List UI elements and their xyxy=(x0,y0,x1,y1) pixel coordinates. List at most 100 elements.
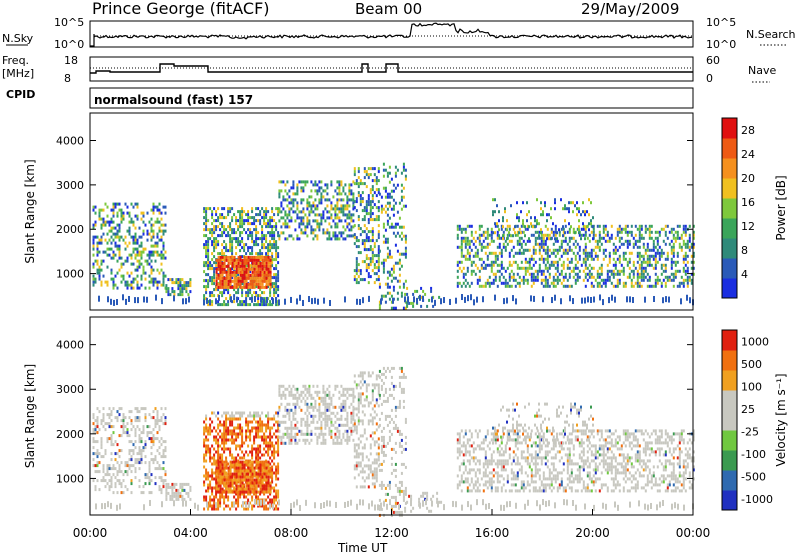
rti-cell xyxy=(332,231,335,235)
rti-cell xyxy=(136,265,139,269)
rti-cell xyxy=(239,447,242,451)
rti-cell xyxy=(158,428,161,432)
rti-cell xyxy=(247,258,250,262)
rti-cell xyxy=(257,273,260,277)
rti-cell xyxy=(164,250,167,254)
rti-cell xyxy=(518,281,521,285)
rti-cell xyxy=(586,225,588,229)
rti-cell xyxy=(128,452,131,456)
rti-cell xyxy=(215,276,218,280)
rti-cell xyxy=(211,252,214,256)
rti-cell xyxy=(556,263,559,267)
rti-cell xyxy=(254,296,256,303)
rti-cell xyxy=(562,227,565,231)
rti-cell xyxy=(392,276,395,280)
rti-cell xyxy=(356,298,358,305)
rti-cell xyxy=(574,266,577,270)
rti-cell xyxy=(512,272,515,276)
rti-cell xyxy=(686,284,689,288)
rti-cell xyxy=(508,231,510,235)
rti-cell xyxy=(348,189,351,193)
rti-cell xyxy=(152,280,155,284)
rti-cell xyxy=(536,198,538,202)
rti-cell xyxy=(124,416,127,420)
rti-cell xyxy=(324,207,327,211)
rti-cell xyxy=(404,279,407,283)
rti-cell xyxy=(158,253,161,257)
rti-cell xyxy=(211,234,214,238)
rti-cell xyxy=(528,260,531,264)
rti-cell xyxy=(554,201,556,205)
rti-cell xyxy=(92,223,95,227)
rti-cell xyxy=(478,236,481,240)
rti-cell xyxy=(245,267,248,271)
rti-cell xyxy=(152,443,155,447)
rti-cell xyxy=(278,390,281,394)
rti-cell xyxy=(235,285,238,289)
rti-cell xyxy=(318,222,321,226)
rti-cell xyxy=(223,501,226,505)
rti-cell xyxy=(530,278,533,282)
rti-cell xyxy=(148,437,151,441)
rti-cell xyxy=(384,294,387,298)
rti-cell xyxy=(458,260,461,264)
rti-cell xyxy=(132,223,135,227)
rti-cell xyxy=(223,435,226,439)
rti-cell xyxy=(514,251,517,255)
rti-cell xyxy=(215,267,218,271)
rti-cell xyxy=(544,266,547,270)
rti-cell xyxy=(367,230,370,234)
rti-cell xyxy=(598,266,601,270)
rti-cell xyxy=(245,279,248,283)
rti-cell xyxy=(158,220,161,224)
rti-cell xyxy=(221,213,224,217)
rti-cell xyxy=(460,254,463,258)
rti-cell xyxy=(626,224,629,228)
rti-cell xyxy=(500,248,503,252)
rti-cell xyxy=(152,437,155,441)
rti-cell xyxy=(656,281,659,285)
rti-cell xyxy=(353,224,356,228)
rti-cell xyxy=(233,463,236,467)
rti-cell xyxy=(574,281,577,285)
rti-cell xyxy=(126,259,129,263)
rti-cell xyxy=(394,174,397,178)
rti-cell xyxy=(682,254,685,258)
rti-cell xyxy=(241,279,244,283)
rti-cell xyxy=(247,484,250,488)
rti-cell xyxy=(205,273,208,277)
rti-cell xyxy=(110,479,113,483)
rti-cell xyxy=(203,228,206,232)
rti-cell xyxy=(114,440,117,444)
rti-cell xyxy=(128,440,131,444)
rti-cell xyxy=(365,233,368,237)
rti-cell xyxy=(371,212,374,216)
rti-cell xyxy=(581,297,583,304)
rti-cell xyxy=(570,236,573,240)
rti-cell xyxy=(640,272,643,276)
rti-cell xyxy=(308,213,311,217)
rti-cell xyxy=(388,252,391,256)
rti-cell xyxy=(646,260,649,264)
rti-cell xyxy=(134,268,137,272)
rti-cell xyxy=(363,209,366,213)
rti-cell xyxy=(402,162,405,166)
rti-cell xyxy=(233,495,236,499)
rti-cell xyxy=(108,220,111,224)
rti-cell xyxy=(245,285,248,289)
rti-cell xyxy=(175,281,178,285)
rti-cell xyxy=(259,447,262,451)
rti-cell xyxy=(249,490,252,494)
rti-cell xyxy=(98,250,101,254)
rti-cell xyxy=(259,252,262,256)
rti-cell xyxy=(221,441,224,445)
rti-cell xyxy=(247,453,250,457)
rti-cell xyxy=(261,216,264,220)
rti-cell xyxy=(600,242,603,246)
rti-cell xyxy=(257,474,260,478)
rti-cell xyxy=(255,258,258,262)
rti-cell xyxy=(312,204,315,208)
rti-cell xyxy=(492,278,495,282)
rti-cell xyxy=(369,248,372,252)
rti-cell xyxy=(500,227,503,231)
